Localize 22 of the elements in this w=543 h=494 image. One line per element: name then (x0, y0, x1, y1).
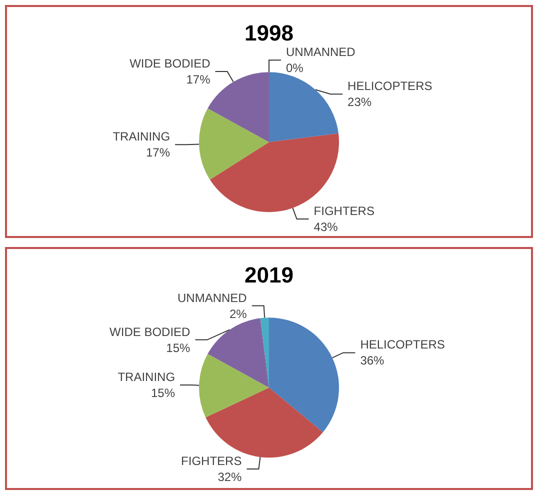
data-label: 2% (230, 306, 248, 321)
data-label: 36% (360, 354, 385, 368)
data-label: 23% (348, 95, 372, 110)
slice-label: UNMANNED (178, 290, 248, 305)
data-label: 15% (151, 386, 176, 400)
data-label: 15% (166, 340, 191, 355)
chart-title: 1998 (244, 20, 294, 46)
slice-label: TRAINING (118, 370, 176, 384)
slice-label: TRAINING (112, 130, 170, 144)
category-label: UNMANNED (286, 45, 356, 60)
chart-title: 2019 (244, 262, 294, 288)
slice-label: WIDE BODIED (110, 324, 191, 339)
slice-label: HELICOPTERS (348, 79, 432, 94)
data-label: 17% (146, 146, 170, 160)
data-label: 32% (218, 470, 242, 484)
slice-label: HELICOPTERS (360, 338, 445, 352)
slice-label: WIDE BODIED (130, 56, 211, 71)
slice-label: FIGHTERS (181, 454, 242, 468)
slice-label: FIGHTERS (314, 204, 374, 218)
data-label: 17% (186, 72, 211, 87)
data-label: 43% (314, 220, 338, 234)
text: 0% (286, 61, 304, 76)
